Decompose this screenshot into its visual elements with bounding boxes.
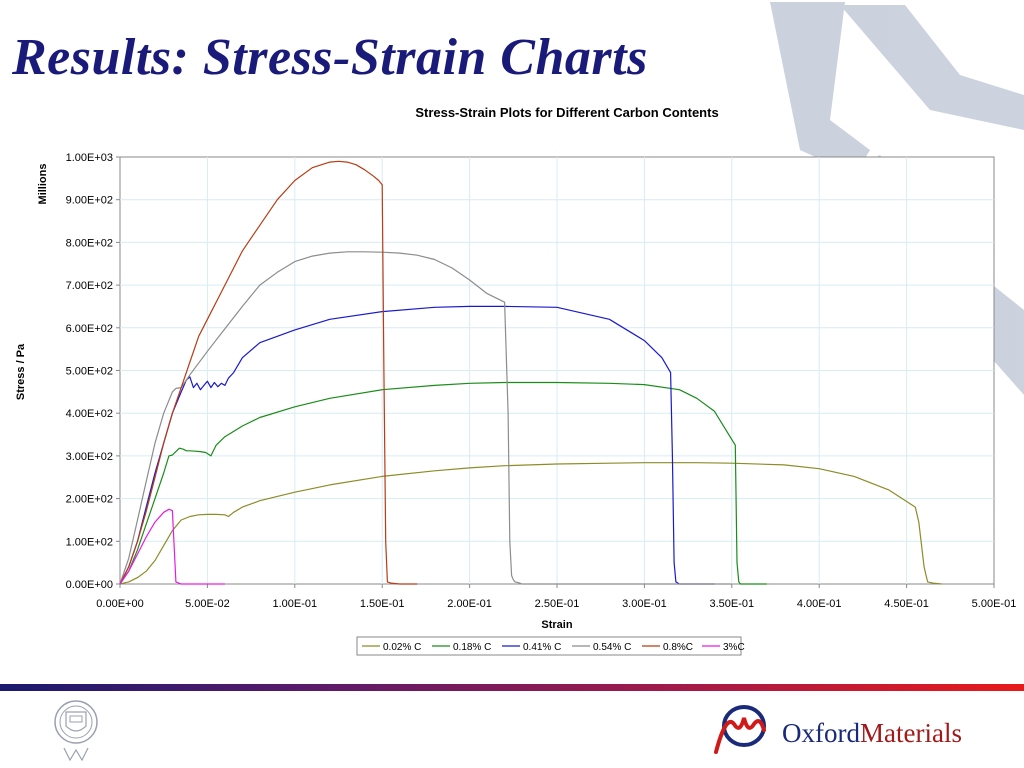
series-line-1 [119, 381, 767, 585]
y-tick-label: 7.00E+02 [66, 280, 113, 292]
legend: 0.02% C 0.18% C 0.41% C 0.54% C 0.8%C 3%C [356, 636, 745, 656]
y-tick-label: 9.00E+02 [66, 195, 113, 207]
legend-box [356, 636, 742, 656]
y-tick-label: 0.00E+00 [66, 579, 113, 591]
y-tick-labels: 0.00E+00 1.00E+02 2.00E+02 3.00E+02 4.00E+02… [66, 152, 120, 591]
oxford-materials-wordmark: OxfordMaterials [782, 718, 962, 749]
x-tick-labels: 0.00E+00 5.00E-02 1.00E-01 1.50E-01 2.00E-01… [96, 584, 1016, 610]
x-tick-label: 3.00E-01 [622, 598, 667, 610]
x-tick-label: 4.50E-01 [884, 598, 929, 610]
x-tick-label: 2.50E-01 [535, 598, 580, 610]
x-tick-label: 1.50E-01 [360, 598, 405, 610]
x-axis-label: Strain [541, 619, 572, 631]
x-tick-label: 5.00E-01 [972, 598, 1017, 610]
university-crest-icon [54, 700, 98, 762]
y-tick-label: 6.00E+02 [66, 323, 113, 335]
legend-entry: 3%C [723, 642, 745, 653]
legend-entry: 0.18% C [453, 642, 491, 653]
footer-color-band [0, 684, 1024, 691]
y-tick-label: 1.00E+03 [66, 152, 113, 164]
series-line-4 [119, 160, 418, 585]
x-tick-label: 3.50E-01 [709, 598, 754, 610]
stress-strain-chart: Stress-Strain Plots for Different Carbon… [15, 105, 1016, 656]
y-axis-label: Stress / Pa [15, 343, 27, 400]
y-multiplier-label: Millions [37, 164, 49, 205]
x-tick-label: 1.00E-01 [272, 598, 317, 610]
series-lines [119, 160, 942, 585]
y-tick-label: 2.00E+02 [66, 494, 113, 506]
x-tick-label: 2.00E-01 [447, 598, 492, 610]
x-tick-label: 5.00E-02 [185, 598, 230, 610]
y-tick-label: 1.00E+02 [66, 536, 113, 548]
chart-title: Stress-Strain Plots for Different Carbon… [415, 105, 718, 120]
logo-word-oxford: Oxford [782, 718, 860, 748]
y-tick-label: 3.00E+02 [66, 451, 113, 463]
y-tick-label: 5.00E+02 [66, 366, 113, 378]
x-tick-label: 0.00E+00 [96, 598, 143, 610]
series-line-3 [119, 251, 732, 585]
legend-entry: 0.8%C [663, 642, 693, 653]
legend-entry: 0.41% C [523, 642, 561, 653]
legend-entry: 0.54% C [593, 642, 631, 653]
series-line-2 [119, 305, 715, 585]
logo-word-materials: Materials [859, 718, 962, 748]
x-tick-label: 4.00E-01 [797, 598, 842, 610]
series-line-5 [119, 508, 225, 585]
y-tick-label: 8.00E+02 [66, 237, 113, 249]
oxford-materials-logo-icon [714, 705, 766, 754]
grid-lines [120, 157, 994, 584]
legend-entry: 0.02% C [383, 642, 421, 653]
y-tick-label: 4.00E+02 [66, 408, 113, 420]
slide-title: Results: Stress-Strain Charts [12, 29, 648, 86]
